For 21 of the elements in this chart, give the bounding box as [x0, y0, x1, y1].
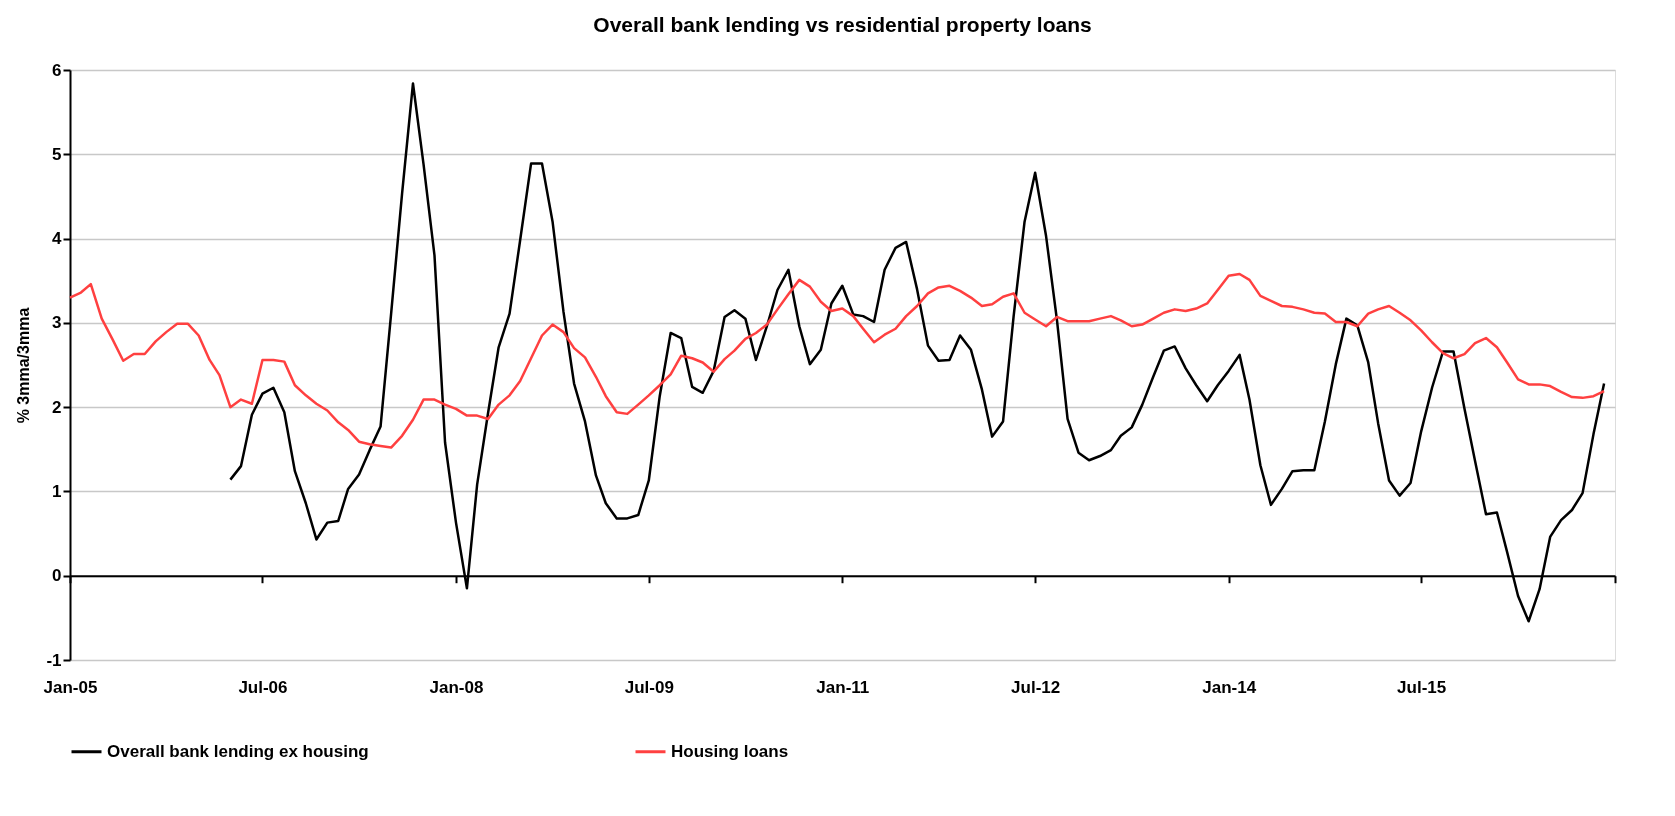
x-tick-label: Jan-11 — [816, 677, 870, 697]
legend-label: Housing loans — [671, 741, 789, 761]
x-tick-label: Jan-05 — [43, 677, 98, 697]
y-tick-label: -1 — [46, 650, 62, 670]
x-tick-label: Jan-08 — [429, 677, 484, 697]
y-tick-label: 3 — [52, 313, 62, 333]
y-tick-label: 4 — [52, 229, 63, 249]
legend-label: Overall bank lending ex housing — [107, 741, 369, 761]
x-tick-label: Jul-12 — [1011, 677, 1061, 697]
y-tick-label: 2 — [52, 397, 62, 417]
y-tick-label: 1 — [52, 481, 62, 501]
x-tick-label: Jul-09 — [624, 677, 674, 697]
y-tick-label: 0 — [52, 566, 62, 586]
x-tick-label: Jan-14 — [1202, 677, 1257, 697]
x-tick-label: Jul-06 — [238, 677, 288, 697]
y-tick-label: 6 — [52, 60, 62, 80]
y-tick-label: 5 — [52, 144, 62, 164]
chart-title: Overall bank lending vs residential property loans — [593, 13, 1092, 36]
y-axis-title: % 3mma/3mma — [15, 307, 33, 424]
x-tick-label: Jul-15 — [1397, 677, 1447, 697]
line-series — [68, 272, 1606, 449]
